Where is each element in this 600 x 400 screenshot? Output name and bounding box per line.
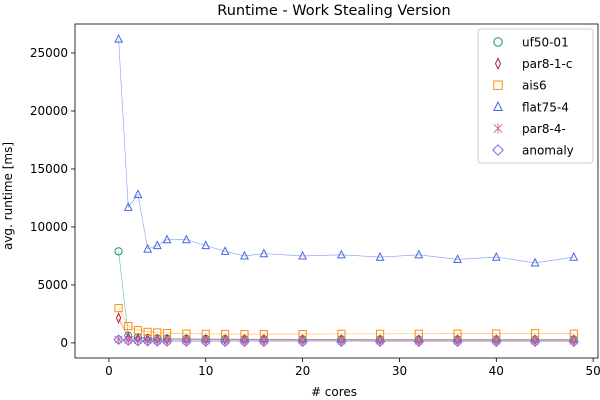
data-point xyxy=(529,336,541,348)
data-point xyxy=(453,254,462,264)
data-point xyxy=(133,189,143,199)
data-point xyxy=(143,243,153,253)
x-tick-label: 30 xyxy=(392,364,407,378)
data-point xyxy=(115,312,122,324)
legend-label: par8-1-c xyxy=(522,57,572,71)
data-point xyxy=(152,240,162,250)
x-axis: 0 10 20 30 40 50 xyxy=(105,358,600,378)
legend-item: uf50-01 xyxy=(493,36,569,50)
data-point xyxy=(375,251,385,261)
data-point xyxy=(219,336,231,348)
y-tick-label: 20000 xyxy=(30,104,68,118)
series-layer xyxy=(113,33,580,348)
y-axis-label: avg. runtime [ms] xyxy=(1,142,15,250)
data-point xyxy=(240,250,249,260)
legend-marker xyxy=(493,123,503,134)
series-anomaly xyxy=(113,334,580,348)
legend-label: par8-4- xyxy=(522,122,566,136)
y-axis: 0 5000 10000 15000 20000 25000 xyxy=(30,46,75,350)
data-point xyxy=(414,249,424,259)
chart-title: Runtime - Work Stealing Version xyxy=(217,3,450,19)
data-point xyxy=(568,336,580,348)
x-tick-label: 40 xyxy=(489,364,504,378)
data-point xyxy=(124,322,133,331)
legend-label: uf50-01 xyxy=(522,36,569,50)
legend: uf50-01 par8-1-c ais6 flat75-4 par8-4- anomal… xyxy=(477,28,594,164)
data-point xyxy=(122,335,134,346)
legend-marker xyxy=(494,57,502,70)
data-point xyxy=(200,336,212,347)
data-point xyxy=(258,336,270,348)
data-point xyxy=(162,234,172,244)
legend-marker xyxy=(492,144,504,156)
legend-label: flat75-4 xyxy=(522,100,569,114)
data-point xyxy=(114,33,123,43)
x-tick-label: 10 xyxy=(198,364,213,378)
data-point xyxy=(569,251,579,261)
data-point xyxy=(259,248,269,258)
x-axis-label: # cores xyxy=(311,385,357,399)
data-point xyxy=(161,336,173,347)
x-tick-label: 20 xyxy=(295,364,310,378)
data-point xyxy=(152,336,163,347)
data-point xyxy=(142,335,153,347)
x-tick-label: 50 xyxy=(586,364,600,378)
legend-item: par8-1-c xyxy=(494,57,572,71)
legend-item: par8-4- xyxy=(493,122,566,136)
data-point xyxy=(113,334,124,345)
data-point xyxy=(114,247,123,256)
data-point xyxy=(491,251,501,261)
y-tick-label: 0 xyxy=(60,336,68,350)
legend-marker xyxy=(492,100,504,111)
data-point xyxy=(452,336,463,348)
legend-item: ais6 xyxy=(493,79,547,93)
data-point xyxy=(181,234,191,244)
series-uf50-01 xyxy=(114,247,578,344)
y-tick-label: 5000 xyxy=(37,278,68,292)
data-point xyxy=(374,336,386,348)
legend-label: ais6 xyxy=(522,79,547,93)
data-point xyxy=(123,202,133,211)
x-tick-label: 0 xyxy=(105,364,113,378)
series-line xyxy=(118,339,574,343)
data-point xyxy=(201,240,211,250)
series-ais6 xyxy=(114,304,578,339)
legend-label: anomaly xyxy=(522,144,574,158)
data-point xyxy=(298,250,308,260)
data-point xyxy=(220,246,230,255)
data-point xyxy=(132,335,144,347)
legend-marker xyxy=(493,80,503,90)
series-line xyxy=(118,39,574,264)
series-line xyxy=(118,251,574,340)
data-point xyxy=(143,327,152,337)
series-par8-4- xyxy=(114,334,578,346)
series-flat75-4 xyxy=(114,33,579,267)
plot-area xyxy=(74,23,599,359)
data-point xyxy=(133,326,143,335)
data-point xyxy=(336,249,346,259)
y-tick-label: 25000 xyxy=(30,46,68,60)
data-point xyxy=(239,336,250,348)
legend-item: anomaly xyxy=(492,144,574,158)
data-point xyxy=(336,336,347,348)
data-point xyxy=(297,336,308,348)
data-point xyxy=(530,257,540,267)
series-line xyxy=(118,307,574,335)
legend-box xyxy=(477,28,594,164)
data-point xyxy=(490,336,502,348)
plot-frame xyxy=(74,23,599,359)
legend-item: flat75-4 xyxy=(492,100,569,114)
data-point xyxy=(413,336,425,348)
y-tick-label: 15000 xyxy=(30,162,68,176)
y-tick-label: 10000 xyxy=(30,220,68,234)
legend-marker xyxy=(493,37,503,47)
data-point xyxy=(114,304,123,313)
data-point xyxy=(181,336,192,347)
